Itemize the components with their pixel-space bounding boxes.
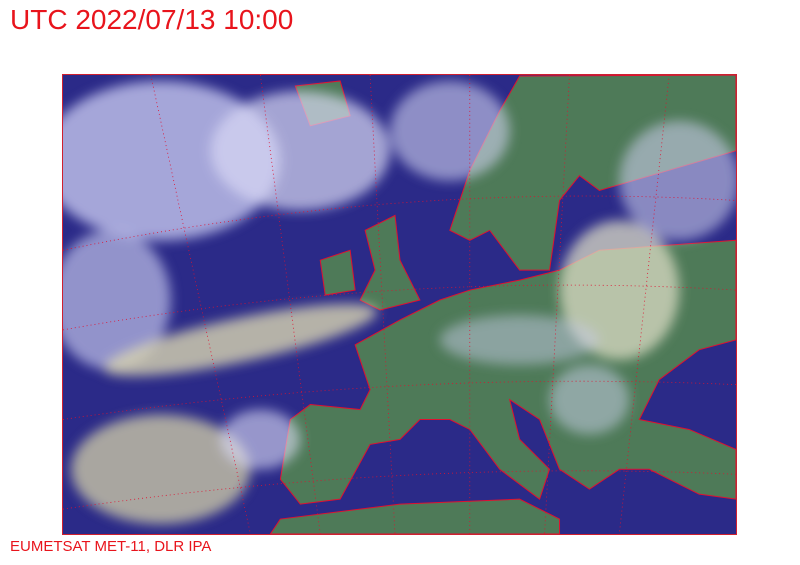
satellite-image — [62, 74, 737, 535]
land-great-britain — [359, 214, 421, 311]
image-credit: EUMETSAT MET-11, DLR IPA — [10, 538, 212, 555]
land-ireland — [319, 249, 356, 296]
image-timestamp-title: UTC 2022/07/13 10:00 — [10, 4, 294, 35]
cloud-cover — [63, 80, 736, 525]
land-north-africa — [269, 498, 561, 534]
graticule — [63, 75, 736, 534]
